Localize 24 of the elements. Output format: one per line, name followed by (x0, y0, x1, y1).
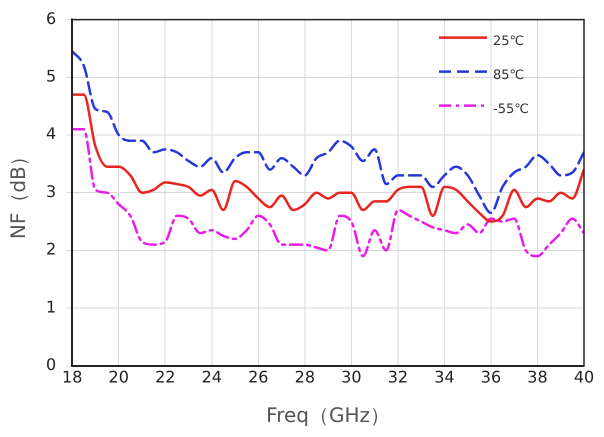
legend-label: 25℃ (493, 34, 524, 49)
y-tick-label: 4 (46, 124, 56, 144)
legend-label: 85℃ (493, 68, 524, 83)
y-tick-label: 2 (46, 240, 56, 259)
x-tick-label: 20 (108, 368, 129, 387)
x-axis-title: Freq（GHz） (266, 403, 390, 428)
y-tick-label: 6 (46, 8, 56, 28)
x-tick-label: 36 (480, 368, 502, 387)
x-tick-label: 24 (202, 368, 222, 387)
x-tick-label: 32 (388, 368, 408, 387)
x-tick-label: 38 (527, 368, 548, 387)
y-tick-label: 0 (46, 354, 56, 374)
x-tick-label: 18 (62, 368, 82, 387)
x-tick-label: 26 (248, 368, 268, 387)
y-tick-label: 1 (46, 297, 56, 316)
x-tick-label: 30 (341, 368, 362, 387)
y-tick-label: 5 (46, 66, 56, 86)
x-tick-label: 28 (294, 368, 316, 387)
y-tick-label: 3 (46, 182, 56, 201)
x-tick-label: 22 (155, 368, 176, 387)
x-tick-label: 34 (434, 368, 455, 387)
x-tick-label: 40 (574, 368, 594, 387)
y-axis-title: NF（dB） (6, 146, 30, 240)
legend-label: -55℃ (493, 102, 529, 117)
